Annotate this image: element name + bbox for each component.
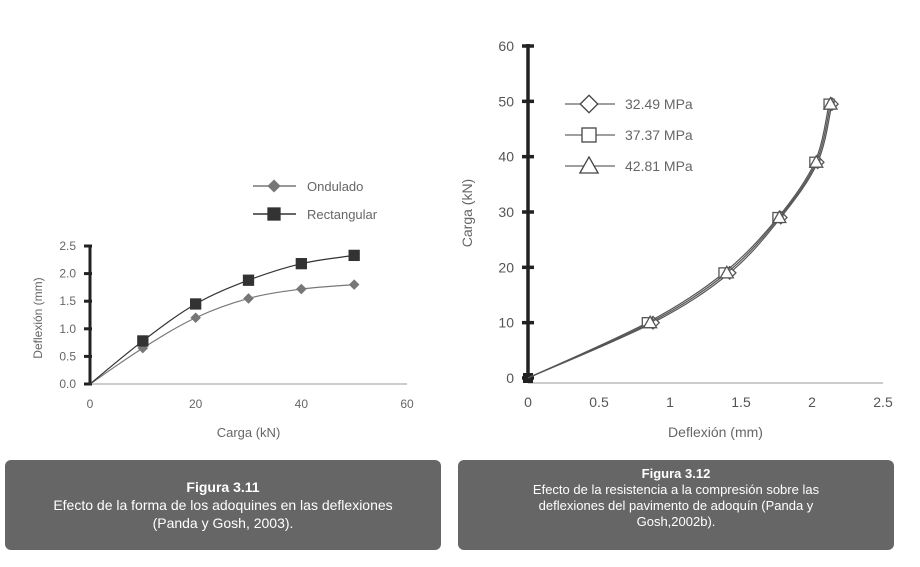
data-point-diamond <box>579 94 599 114</box>
x-tick-label: 2.5 <box>873 394 893 410</box>
x-tick-label: 1.5 <box>731 394 751 410</box>
data-point-diamond <box>348 279 360 290</box>
x-tick-label: 1 <box>666 394 674 410</box>
y-axis-label: Deflexión (mm) <box>31 277 45 358</box>
y-tick-label: 0.5 <box>59 349 76 363</box>
y-tick-label: 40 <box>498 149 514 165</box>
data-point-triangle <box>822 96 839 110</box>
x-tick-label: 40 <box>295 397 309 411</box>
caption-line: Efecto de la resistencia a la compresión… <box>532 482 820 497</box>
caption-title: Figura 3.11 <box>186 479 260 495</box>
series-line <box>527 103 833 379</box>
caption-figura-3-12: Figura 3.12 Efecto de la resistencia a l… <box>458 460 894 550</box>
caption-line: deflexiones del pavimento de adoquín (Pa… <box>538 498 814 513</box>
x-axis-label: Carga (kN) <box>217 425 281 440</box>
data-point-square <box>190 298 202 310</box>
caption-line: Gosh,2002b). <box>636 514 716 529</box>
x-tick-label: 0 <box>87 397 94 411</box>
y-tick-label: 0 <box>506 370 514 386</box>
x-tick-label: 0 <box>524 394 532 410</box>
y-tick-label: 0.0 <box>59 377 76 391</box>
series-line <box>527 103 832 379</box>
data-point-triangle <box>719 265 735 279</box>
data-point-diamond <box>296 283 307 295</box>
y-tick-label: 2.5 <box>59 239 76 253</box>
legend-label: 32.49 MPa <box>625 96 693 112</box>
legend-label: Ondulado <box>307 179 363 194</box>
data-point-square <box>348 249 360 262</box>
data-point-square <box>242 274 255 286</box>
legend-label: 42.81 MPa <box>625 158 693 174</box>
data-point-triangle <box>642 314 658 329</box>
data-point-triangle <box>578 155 600 174</box>
caption-line: Efecto de la forma de los adoquines en l… <box>53 497 393 513</box>
data-point-diamond <box>190 312 201 324</box>
chart-figura-3-12: 0 10 20 30 40 50 60 0 0.5 1 1.5 2 2.5 Deflexión (mm) C… <box>459 38 893 440</box>
y-tick-label: 60 <box>498 38 514 54</box>
caption-title: Figura 3.12 <box>641 466 711 481</box>
legend-label: 37.37 MPa <box>625 127 693 143</box>
y-tick-label: 50 <box>498 93 514 109</box>
x-tick-label: 60 <box>400 397 414 411</box>
y-tick-label: 1.0 <box>59 322 76 336</box>
data-point-square <box>137 335 149 347</box>
y-tick-label: 2.0 <box>59 267 76 281</box>
data-point-diamond <box>267 179 281 193</box>
series-line <box>527 103 830 379</box>
x-tick-label: 0.5 <box>589 394 609 410</box>
y-tick-label: 1.5 <box>59 294 76 308</box>
caption-line: (Panda y Gosh, 2003). <box>152 515 294 531</box>
y-tick-label: 10 <box>498 315 514 331</box>
data-point-triangle <box>771 209 787 224</box>
x-axis-label: Deflexión (mm) <box>668 424 763 440</box>
y-axis-label: Carga (kN) <box>459 179 475 247</box>
data-point-square <box>295 258 307 270</box>
x-tick-label: 20 <box>189 397 203 411</box>
y-tick-label: 20 <box>498 259 514 275</box>
legend-label: Rectangular <box>307 207 378 222</box>
data-point-diamond <box>243 293 254 304</box>
caption-figura-3-11: Figura 3.11 Efecto de la forma de los ad… <box>5 460 441 550</box>
x-tick-label: 2 <box>808 394 816 410</box>
data-point-square <box>267 207 281 221</box>
y-tick-label: 30 <box>498 204 514 220</box>
data-point-triangle <box>808 154 824 168</box>
data-point-square <box>581 127 597 143</box>
chart-figura-3-11: 0.0 0.5 1.0 1.5 2.0 2.5 0 20 40 60 Carga (kN) Defle… <box>31 179 414 440</box>
